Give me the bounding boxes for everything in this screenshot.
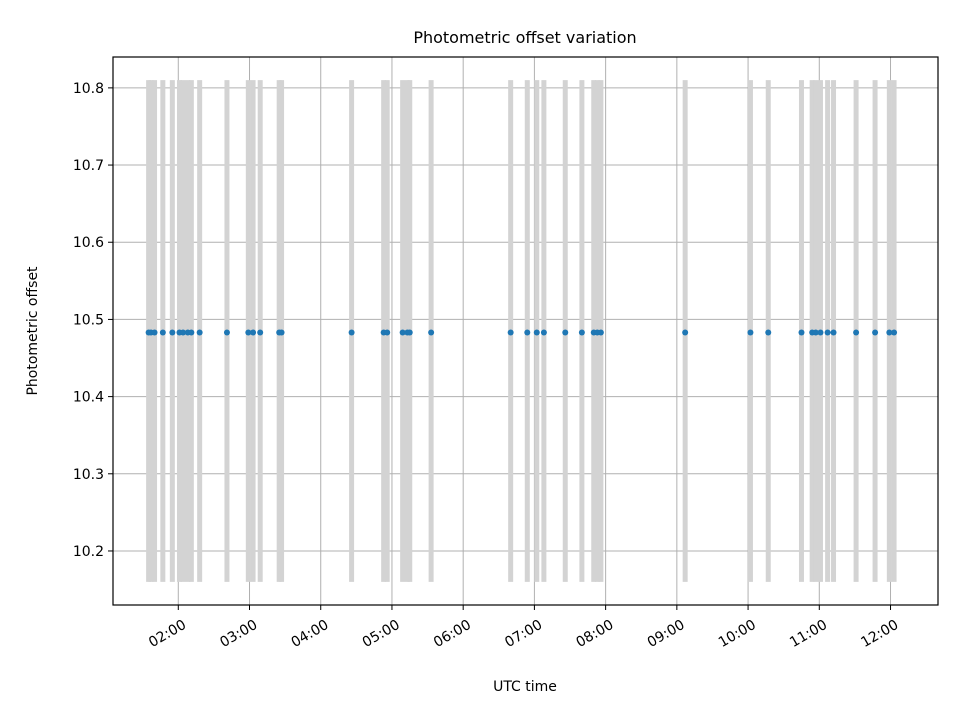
data-point [524,329,531,336]
y-tick-label: 10.8 [73,81,104,97]
y-axis-label: Photometric offset [25,266,41,396]
y-tick-label: 10.6 [73,235,104,251]
data-point [891,329,898,336]
data-point [817,329,824,336]
data-point [348,329,355,336]
data-point [196,329,203,336]
data-point [399,329,406,336]
y-tick-label: 10.2 [73,544,104,560]
y-tick-label: 10.7 [73,158,104,174]
y-tick-label: 10.4 [73,390,104,406]
data-point [682,329,689,336]
data-point [159,329,166,336]
data-point [872,329,879,336]
data-point [406,329,413,336]
data-point [765,329,772,336]
data-point [824,329,831,336]
data-point [151,329,158,336]
data-point [188,329,195,336]
data-point [886,329,893,336]
data-point [180,329,187,336]
data-point [798,329,805,336]
data-point [257,329,264,336]
data-point [562,329,569,336]
data-point [812,329,819,336]
data-point [169,329,176,336]
data-point [597,329,604,336]
plot-frame [112,56,939,606]
data-point [250,329,257,336]
chart-title: Photometric offset variation [413,28,636,47]
y-axis: 10.2 10.3 10.4 10.5 10.6 10.7 10.8 [73,81,113,560]
data-point [278,329,285,336]
data-point [533,329,540,336]
data-point [384,329,391,336]
y-tick-label: 10.3 [73,467,104,483]
data-point [245,329,252,336]
y-tick-label: 10.5 [73,312,104,328]
data-point [853,329,860,336]
data-point [830,329,837,336]
data-point [540,329,547,336]
data-point [578,329,585,336]
data-point [223,329,230,336]
data-point [747,329,754,336]
data-point [428,329,435,336]
point-layer [145,329,898,336]
data-point [507,329,514,336]
x-axis-label: UTC time [493,679,557,695]
